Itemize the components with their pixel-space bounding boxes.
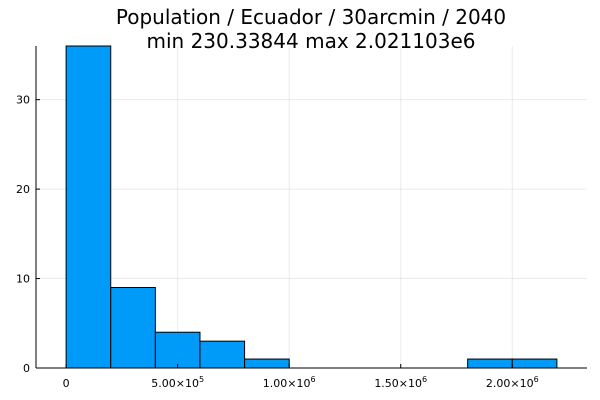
histogram-bar-2: [154, 331, 201, 369]
x-tick-label-0: 0: [63, 377, 70, 390]
histogram-bar-5: [467, 358, 513, 369]
x-tick-label-4: 2.00×106: [486, 375, 539, 390]
axes: [35, 46, 587, 369]
chart-title-line2: min 230.33844 max 2.021103e6: [147, 29, 476, 53]
histogram-bar-0: [65, 45, 112, 369]
y-tick-label-1: 10: [16, 273, 30, 286]
histogram-bar-6: [511, 358, 558, 369]
y-tick-label-3: 30: [16, 94, 30, 107]
tick-labels: 0 10 20 30 0 5.00×105 1.00×106 1.50×106 2.00×106: [16, 94, 539, 390]
chart-title-line1: Population / Ecuador / 30arcmin / 2040: [116, 5, 506, 29]
histogram-bar-3: [199, 340, 246, 369]
x-tick-label-1: 5.00×105: [151, 375, 204, 390]
histogram-bar-4: [244, 358, 290, 369]
x-tick-label-2: 1.00×106: [263, 375, 316, 390]
histogram-bars: [65, 45, 558, 369]
y-tick-label-2: 20: [16, 183, 30, 196]
y-tick-label-0: 0: [23, 362, 30, 375]
x-tick-label-3: 1.50×106: [374, 375, 427, 390]
histogram-bar-1: [110, 287, 156, 369]
